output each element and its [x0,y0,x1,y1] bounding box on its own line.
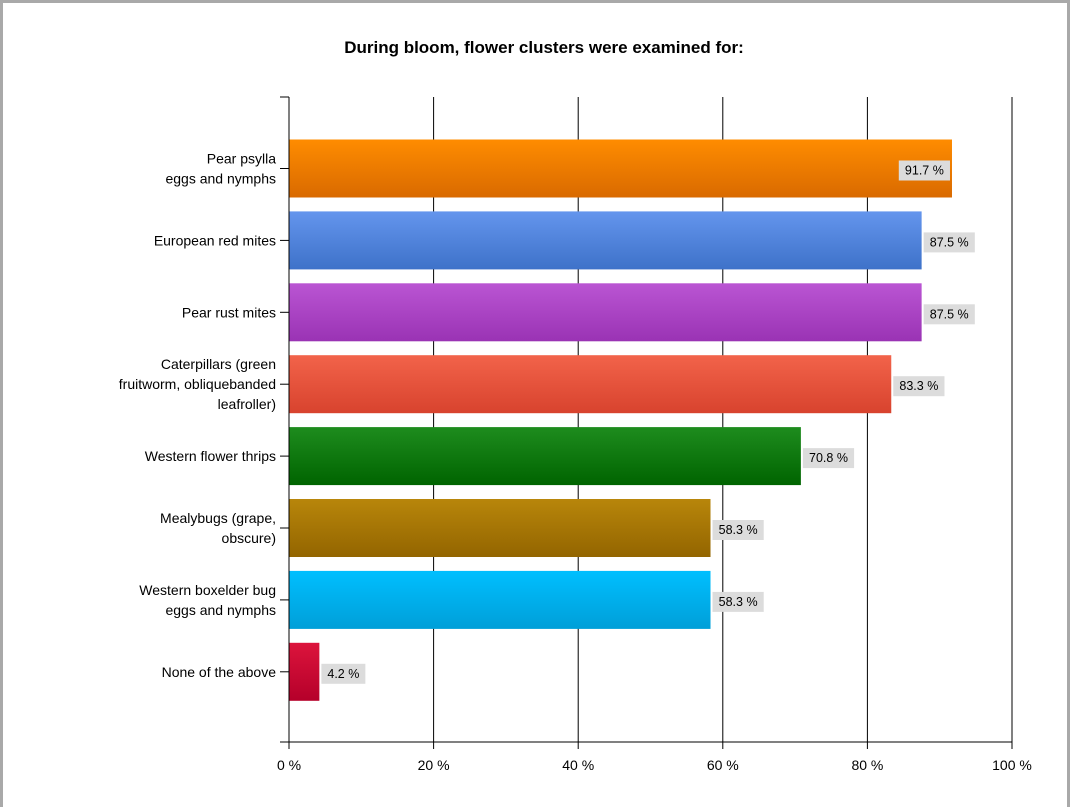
x-tick-label: 20 % [418,757,450,773]
data-label: 87.5 % [930,235,969,249]
category-label: leafroller) [218,396,276,412]
x-tick-label: 0 % [277,757,301,773]
data-label-bg [893,376,945,397]
x-tick-label: 40 % [562,757,594,773]
data-label: 87.5 % [930,307,969,321]
bar [289,499,711,557]
category-label: Pear rust mites [182,304,276,320]
chart-title: During bloom, flower clusters were exami… [344,38,744,57]
x-tick-label: 100 % [992,757,1032,773]
data-label: 91.7 % [905,164,944,178]
data-label: 4.2 % [327,667,359,681]
data-label: 58.3 % [719,523,758,537]
bar [289,570,711,629]
category-label: Western flower thrips [145,448,276,464]
data-label-bg [712,591,764,612]
data-label: 70.8 % [809,451,848,465]
bar [289,139,952,198]
bar [289,283,922,342]
bar [289,355,892,414]
category-label: Mealybugs (grape, [160,510,276,526]
x-tick-label: 80 % [851,757,883,773]
category-label: fruitworm, obliquebanded [119,376,276,392]
category-label: Pear psylla [207,151,276,167]
data-label: 83.3 % [899,379,938,393]
data-label-bg [802,448,855,469]
data-label-bg [898,160,950,181]
bar [289,427,801,486]
bar [289,211,922,270]
category-label: European red mites [154,232,276,248]
category-label: Caterpillars (green [161,356,276,372]
data-label: 58.3 % [719,595,758,609]
data-label-bg [923,304,975,325]
data-label-bg [321,663,366,684]
category-label: obscure) [222,530,276,546]
x-tick-label: 60 % [707,757,739,773]
category-label: eggs and nymphs [165,602,276,618]
category-label: None of the above [162,664,277,680]
category-label: Western boxelder bug [139,582,276,598]
category-label: eggs and nymphs [165,171,276,187]
data-label-bg [923,232,975,253]
data-label-bg [712,520,764,540]
bar [289,642,320,701]
